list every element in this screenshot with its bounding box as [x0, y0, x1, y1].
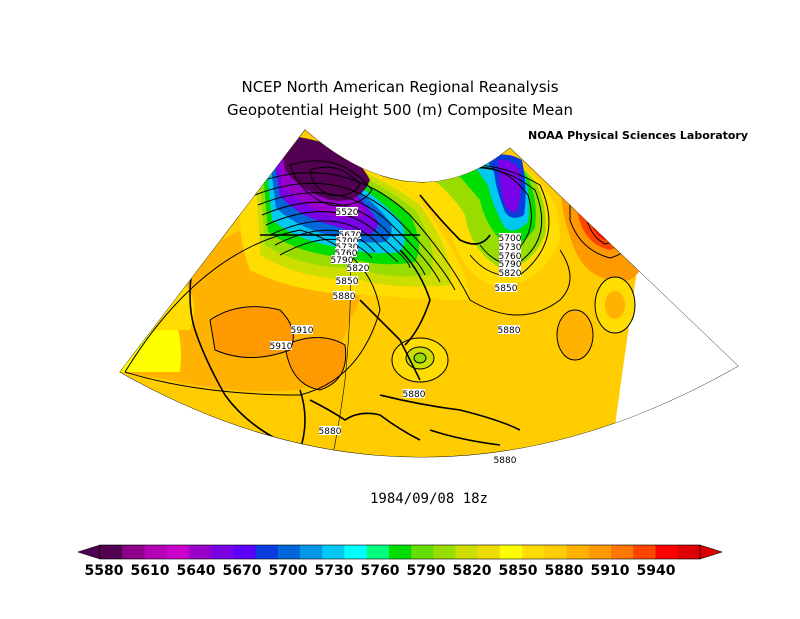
colorbar-swatch [100, 545, 123, 559]
colorbar-swatch [477, 545, 501, 559]
svg-text:5880: 5880 [494, 456, 517, 466]
svg-text:5760: 5760 [335, 249, 358, 259]
contour-label: 5850 [495, 283, 518, 294]
svg-text:5910: 5910 [270, 342, 293, 352]
colorbar-swatch [677, 545, 701, 559]
contour-label: 5760 [499, 251, 522, 262]
colorbar-swatch [144, 545, 168, 559]
contour-label: 5880 [498, 325, 521, 336]
svg-text:5520: 5520 [336, 208, 359, 218]
colorbar: 5580 5610 5640 5670 5700 5730 5760 5790 5820 5850… [77, 544, 723, 579]
contour-label: 5760 [335, 248, 358, 259]
contour-label: 5910 [291, 325, 314, 336]
colorbar-swatch [388, 545, 412, 559]
contour-label: 5910 [270, 341, 293, 352]
colorbar-swatch [300, 545, 323, 559]
svg-text:5850: 5850 [495, 284, 518, 294]
contour-label: 5880 [319, 426, 342, 437]
colorbar-tick-label: 5580 [85, 563, 124, 579]
colorbar-swatch [344, 545, 368, 559]
colorbar-swatch [122, 545, 145, 559]
colorbar-swatch [366, 545, 390, 559]
colorbar-swatch [655, 545, 679, 559]
map-title-line2: Geopotential Height 500 (m) Composite Me… [226, 101, 574, 119]
colorbar-swatch [611, 545, 634, 559]
svg-text:5700: 5700 [499, 234, 522, 244]
svg-text:5820: 5820 [499, 269, 522, 279]
colorbar-swatch [544, 545, 568, 559]
svg-text:5760: 5760 [499, 252, 522, 262]
contour-label: 5790 [331, 255, 354, 266]
colorbar-swatch [433, 545, 457, 559]
height-field [120, 130, 738, 458]
colorbar-swatch [411, 545, 434, 559]
colorbar-arrow-low [77, 544, 101, 560]
svg-text:5910: 5910 [291, 326, 314, 336]
contour-label: 5820 [347, 263, 370, 274]
svg-text:5880: 5880 [319, 427, 342, 437]
colorbar-arrow-high [699, 544, 723, 560]
colorbar-tick-label: 5700 [269, 563, 308, 579]
colorbar-swatch [188, 545, 212, 559]
contour-label: 5850 [336, 276, 359, 287]
colorbar-tick-label: 5730 [315, 563, 354, 579]
svg-text:5880: 5880 [333, 292, 356, 302]
map-title-line1: NCEP North American Regional Reanalysis [241, 78, 559, 96]
colorbar-swatch [633, 545, 657, 559]
contour-label: 5820 [499, 268, 522, 279]
colorbar-tick-label: 5760 [361, 563, 400, 579]
contour-label: 5700 [499, 233, 522, 244]
svg-text:5790: 5790 [499, 260, 522, 270]
contour-label: 5520 [336, 207, 359, 218]
contour-label: 5880 [333, 291, 356, 302]
svg-text:5880: 5880 [403, 390, 426, 400]
contour-label: 5880 [403, 389, 426, 400]
svg-text:5730: 5730 [499, 243, 522, 253]
svg-text:5880: 5880 [498, 326, 521, 336]
colorbar-tick-label: 5940 [637, 563, 676, 579]
colorbar-swatch [522, 545, 545, 559]
svg-text:5790: 5790 [331, 256, 354, 266]
colorbar-tick-label: 5790 [407, 563, 446, 579]
colorbar-tick-label: 5640 [177, 563, 216, 579]
contour-labels: 5520567057005730576057905820585058805910… [270, 207, 522, 466]
svg-text:5850: 5850 [336, 277, 359, 287]
contour-label: 5880 [494, 455, 517, 466]
colorbar-swatch [455, 545, 479, 559]
colorbar-tick-label: 5850 [499, 563, 538, 579]
colorbar-swatch [166, 545, 190, 559]
colorbar-tick-label: 5670 [223, 563, 262, 579]
contour-label: 5730 [499, 242, 522, 253]
colorbar-tick-label: 5820 [453, 563, 492, 579]
svg-text:5820: 5820 [347, 264, 370, 274]
colorbar-tick-label: 5910 [591, 563, 630, 579]
valid-datestamp: 1984/09/08 18z [369, 491, 488, 507]
colorbar-swatch [255, 545, 279, 559]
colorbar-tick-label: 5880 [545, 563, 584, 579]
colorbar-tick-label: 5610 [131, 563, 170, 579]
coastline-borders [189, 194, 521, 458]
colorbar-swatch [588, 545, 612, 559]
credit-label: NOAA Physical Sciences Laboratory [528, 129, 749, 142]
colorbar-swatch [500, 545, 523, 559]
contour-label: 5790 [499, 259, 522, 270]
colorbar-swatch [566, 545, 590, 559]
colorbar-swatch [277, 545, 301, 559]
colorbar-swatch [233, 545, 257, 559]
colorbar-swatch [211, 545, 234, 559]
colorbar-swatch [322, 545, 345, 559]
